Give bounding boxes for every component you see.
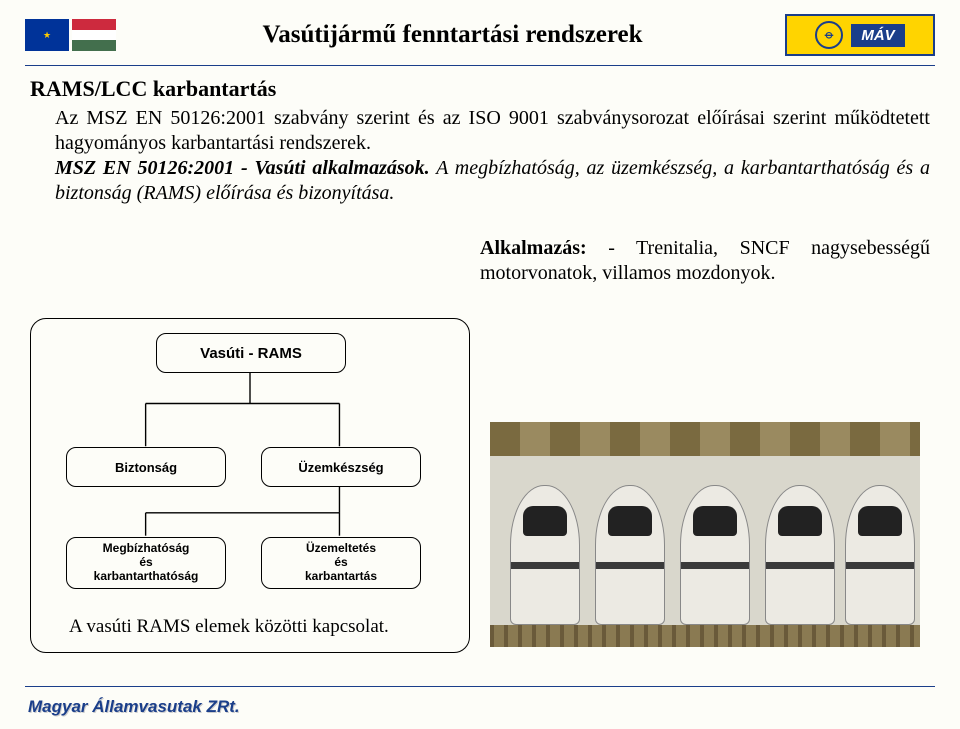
train-icon (595, 485, 665, 625)
eu-flag-icon: ★ (25, 19, 69, 51)
paragraph-1: Az MSZ EN 50126:2001 szabvány szerint és… (30, 106, 930, 156)
footer-text: Magyar Államvasutak ZRt. (28, 697, 240, 717)
train-icon (510, 485, 580, 625)
application-text: Alkalmazás: - Trenitalia, SNCF nagysebes… (480, 236, 930, 286)
train-icon (765, 485, 835, 625)
page-title: Vasútijármű fenntartási rendszerek (120, 21, 785, 49)
diagram-caption: A vasúti RAMS elemek közötti kapcsolat. (69, 616, 389, 638)
diagram-node-uzemkeszseg: Üzemkészség (261, 447, 421, 487)
section-title: RAMS/LCC karbantartás (30, 76, 930, 102)
trains-photo (490, 422, 920, 647)
photo-roof (490, 422, 920, 456)
mav-logo-text: MÁV (851, 24, 904, 47)
rams-diagram: Vasúti - RAMS Biztonság Üzemkészség Megb… (30, 318, 470, 653)
mav-logo-icon: ⦵ (815, 21, 843, 49)
application-row: Alkalmazás: - Trenitalia, SNCF nagysebes… (30, 236, 930, 286)
flags: ★ (25, 10, 120, 60)
content: RAMS/LCC karbantartás Az MSZ EN 50126:20… (0, 66, 960, 286)
hu-flag-red (72, 19, 116, 30)
train-icon (845, 485, 915, 625)
hu-flag-white (72, 30, 116, 41)
hu-flag-icon (72, 19, 116, 51)
train-icon (680, 485, 750, 625)
diagram-node-megbizhatosag: Megbízhatóság és karbantarthatóság (66, 537, 226, 589)
standard-name: MSZ EN 50126:2001 - Vasúti alkalmazások. (55, 157, 430, 179)
hu-flag-green (72, 40, 116, 51)
header: ★ Vasútijármű fenntartási rendszerek ⦵ M… (0, 0, 960, 65)
diagram-node-biztonsag: Biztonság (66, 447, 226, 487)
paragraph-2: MSZ EN 50126:2001 - Vasúti alkalmazások.… (30, 156, 930, 206)
mav-logo: ⦵ MÁV (785, 14, 935, 56)
eu-stars: ★ (43, 30, 51, 41)
diagram-node-uzemeltetes: Üzemeltetés és karbantartás (261, 537, 421, 589)
application-label: Alkalmazás: (480, 237, 587, 259)
diagram-node-root: Vasúti - RAMS (156, 333, 346, 373)
footer-divider (25, 686, 935, 687)
photo-rail (490, 625, 920, 647)
